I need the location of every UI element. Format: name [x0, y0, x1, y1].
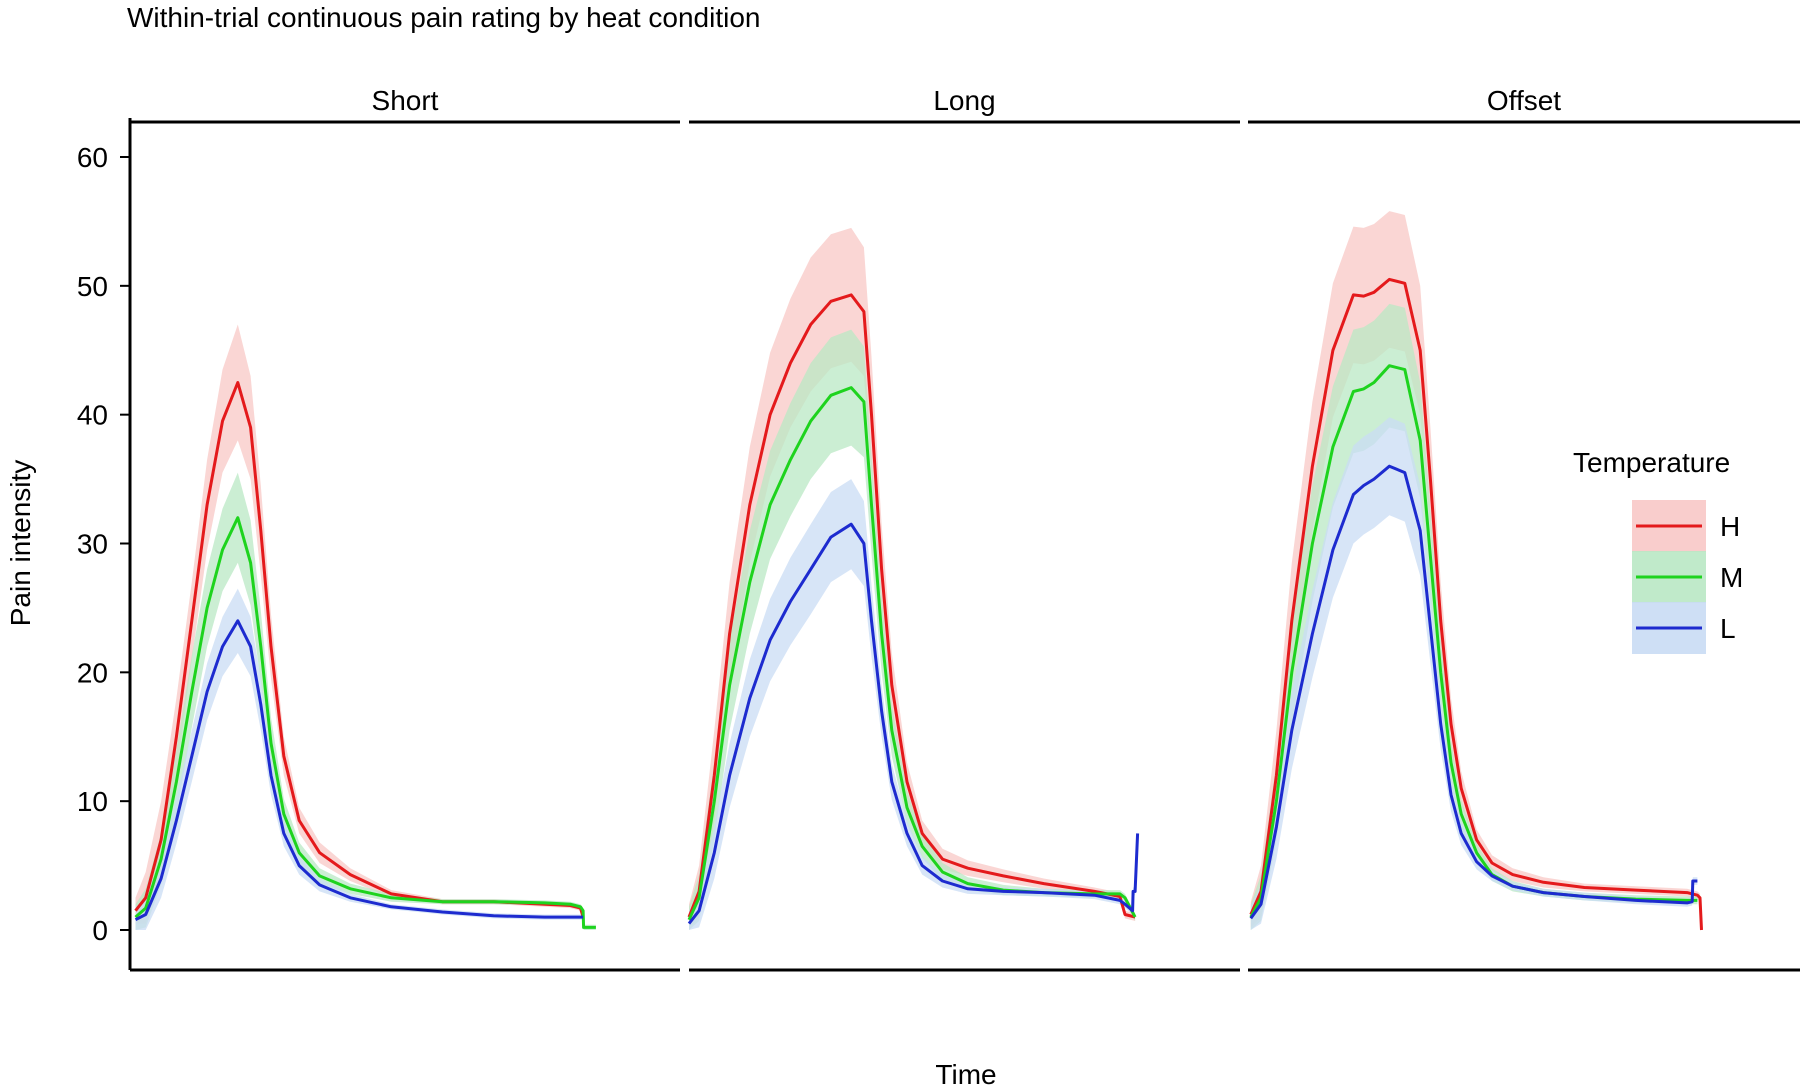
- series-line-H: [687, 293, 1136, 919]
- y-tick-label: 0: [92, 915, 108, 946]
- facet-label: Short: [372, 85, 439, 116]
- band-M: [135, 472, 596, 930]
- chart-title: Within-trial continuous pain rating by h…: [127, 2, 760, 33]
- facet-label: Offset: [1487, 85, 1561, 116]
- y-tick-label: 10: [77, 786, 108, 817]
- series-line-L: [687, 522, 1140, 925]
- band-L: [689, 479, 1138, 930]
- facet-long: Long: [687, 85, 1240, 972]
- y-tick-label: 50: [77, 271, 108, 302]
- legend-label-L: L: [1720, 613, 1736, 644]
- legend-label-M: M: [1720, 562, 1743, 593]
- facet-short: Short: [130, 85, 680, 972]
- y-axis-label: Pain intensity: [5, 460, 36, 627]
- series-line-L: [1249, 464, 1698, 920]
- band-M: [689, 329, 1136, 931]
- x-axis-label: Time: [935, 1059, 996, 1090]
- y-tick-label: 60: [77, 142, 108, 173]
- y-tick-label: 40: [77, 400, 108, 431]
- y-tick-label: 20: [77, 657, 108, 688]
- y-tick-label: 30: [77, 529, 108, 560]
- facet-offset: Offset: [1248, 85, 1800, 972]
- y-axis: 0 10 20 30 40 50 60: [77, 118, 132, 970]
- series-line-M: [134, 516, 596, 929]
- legend-title: Temperature: [1573, 447, 1730, 478]
- facets: Short Long Offset: [130, 85, 1800, 972]
- legend: Temperature HML: [1573, 447, 1743, 654]
- facet-label: Long: [933, 85, 995, 116]
- series-line-L: [134, 619, 584, 922]
- legend-label-H: H: [1720, 511, 1740, 542]
- series-line-H: [1249, 277, 1703, 931]
